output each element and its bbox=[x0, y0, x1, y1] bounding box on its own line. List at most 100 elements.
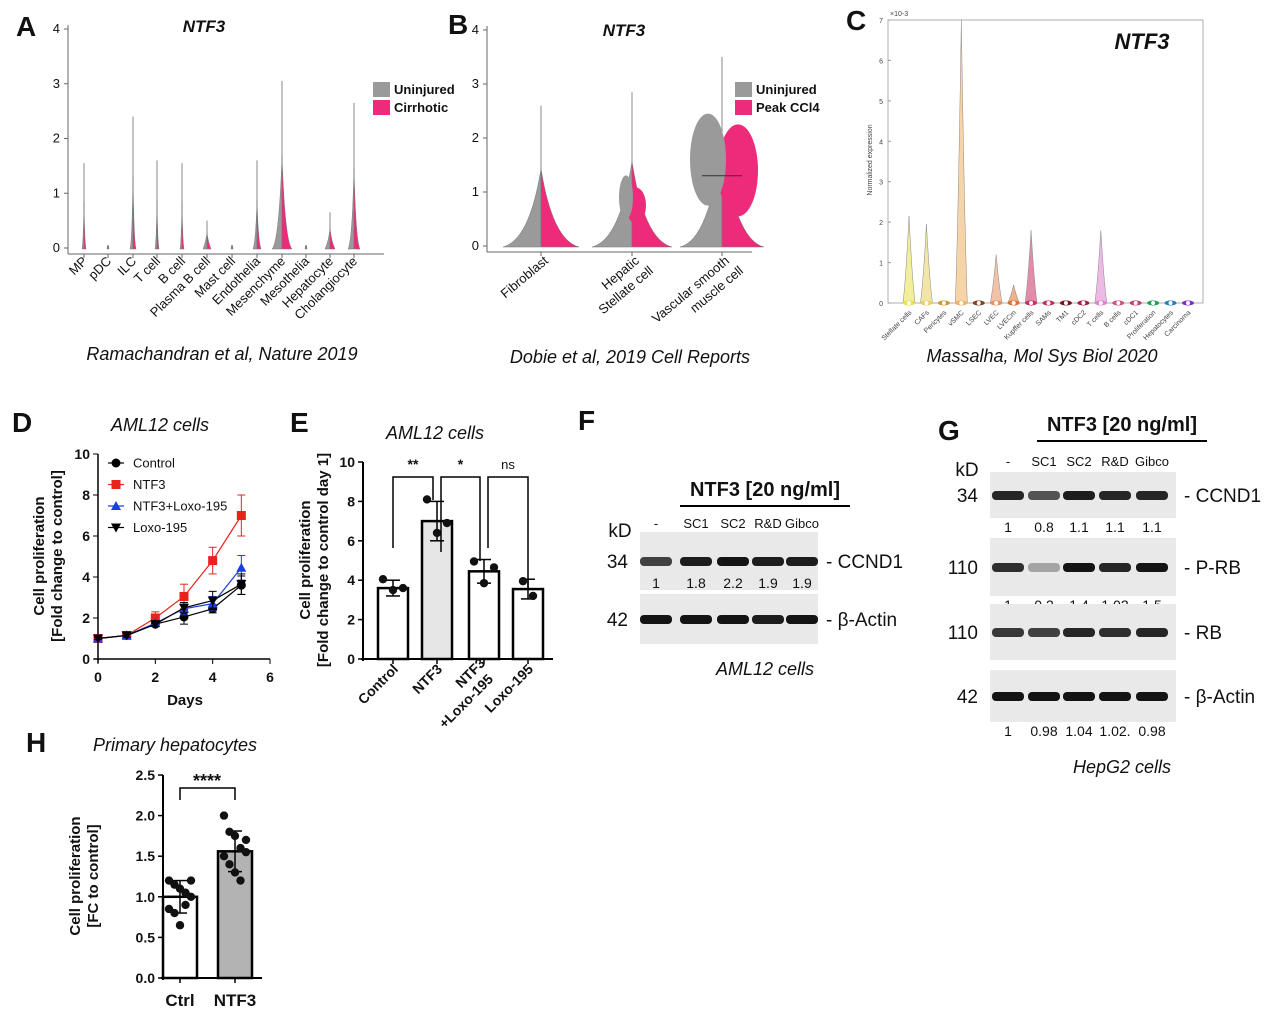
panel-h-data-point bbox=[230, 831, 240, 841]
panel-c-violin bbox=[1094, 230, 1108, 304]
panel-a-violin-injured bbox=[329, 228, 336, 250]
legend-label: NTF3 bbox=[133, 477, 166, 492]
panel-d-x-tick-label: 6 bbox=[266, 669, 274, 685]
panel-g-kd-label: kD bbox=[955, 460, 978, 481]
panel-letter-h: H bbox=[26, 727, 46, 758]
panel-b-y-tick-label: 4 bbox=[472, 22, 479, 37]
panel-h-data-point bbox=[236, 876, 245, 885]
panel-e-data-point bbox=[422, 495, 432, 504]
panel-g-kd-marker: 34 bbox=[957, 486, 979, 507]
panel-h-y-tick-label: 2.0 bbox=[136, 808, 156, 824]
panel-g-caption: HepG2 cells bbox=[1073, 757, 1171, 777]
panel-b-y-tick-label: 2 bbox=[472, 130, 479, 145]
panel-e-data-point bbox=[442, 518, 452, 528]
panel-g-band bbox=[1099, 491, 1131, 500]
panel-a-caption: Ramachandran et al, Nature 2019 bbox=[86, 344, 357, 364]
panel-f-quantification: 1 bbox=[652, 575, 660, 591]
panel-c-x-label: LSEC bbox=[965, 309, 983, 327]
panel-g-band bbox=[1099, 692, 1131, 701]
panel-g-quantification: 1 bbox=[1004, 519, 1012, 535]
panel-d-y-tick-label: 0 bbox=[82, 651, 90, 667]
panel-h-data-point bbox=[225, 860, 234, 869]
panel-f-lane-label: SC1 bbox=[683, 516, 708, 531]
panel-f-band bbox=[717, 557, 749, 566]
legend-label-uninjured: Uninjured bbox=[756, 82, 817, 97]
panel-e-data-point bbox=[489, 563, 499, 572]
panel-letter-a: A bbox=[16, 11, 36, 42]
panel-c-median-dot bbox=[1081, 301, 1086, 305]
legend-swatch-peak-ccl4 bbox=[735, 100, 752, 115]
panel-g-lane-label: SC2 bbox=[1066, 454, 1091, 469]
panel-h-x-label: Ctrl bbox=[165, 991, 194, 1010]
panel-g-band bbox=[1099, 628, 1131, 637]
panel-e-bar bbox=[376, 586, 410, 661]
panel-g-lane-label: R&D bbox=[1101, 454, 1128, 469]
panel-d-loxo-195-point bbox=[93, 634, 103, 644]
panel-h-data-point bbox=[230, 868, 240, 877]
panel-e-y-tick-label: 10 bbox=[339, 454, 355, 470]
panel-f-protein-label: - β-Actin bbox=[826, 610, 897, 631]
panel-h-y-label: [FC to control] bbox=[85, 824, 102, 927]
panel-c-y-tick-label: 1 bbox=[879, 261, 883, 268]
panel-c-violin bbox=[989, 254, 1003, 304]
panel-d-ntf3-point bbox=[236, 511, 246, 520]
panel-c-median-dot bbox=[1029, 301, 1034, 305]
panel-e-significance-label: ns bbox=[501, 457, 515, 472]
panel-e-title: AML12 cells bbox=[385, 423, 484, 443]
panel-c-x-label: vSMC bbox=[947, 309, 965, 327]
panel-h-data-point bbox=[241, 847, 251, 857]
panel-a-violin-injured bbox=[83, 201, 87, 250]
panel-h-data-point bbox=[186, 892, 196, 901]
panel-d-x-tick-label: 2 bbox=[151, 669, 159, 685]
panel-a-violin-injured bbox=[305, 245, 308, 250]
legend-label: NTF3+Loxo-195 bbox=[133, 499, 227, 514]
legend-swatch-uninjured bbox=[735, 82, 752, 97]
panel-h-data-point bbox=[219, 852, 229, 861]
panel-c-median-dot bbox=[976, 301, 981, 305]
panel-f-band bbox=[680, 615, 712, 624]
panel-h-y-tick-label: 2.5 bbox=[136, 767, 156, 783]
panel-c-y-tick-label: 5 bbox=[879, 99, 883, 106]
panel-f-band bbox=[786, 615, 818, 624]
panel-g-quantification: 1.1 bbox=[1105, 519, 1125, 535]
panel-g-quantification: 1.02. bbox=[1099, 723, 1130, 739]
legend-label-uninjured: Uninjured bbox=[394, 82, 455, 97]
panel-d-title: AML12 cells bbox=[110, 415, 209, 435]
panel-a-violin-uninjured bbox=[271, 156, 283, 250]
panel-h-title: Primary hepatocytes bbox=[93, 735, 257, 755]
panel-c-y-tick-label: 0 bbox=[879, 301, 883, 308]
panel-a-violin-injured bbox=[132, 175, 137, 250]
panel-g-band bbox=[1099, 563, 1131, 572]
panel-c-caption: Massalha, Mol Sys Biol 2020 bbox=[926, 346, 1157, 366]
panel-e-data-point bbox=[479, 578, 489, 588]
panel-c-median-dot bbox=[941, 301, 946, 305]
panel-g-treatment-label: NTF3 [20 ng/ml] bbox=[1047, 414, 1197, 436]
panel-a-violin-injured bbox=[353, 168, 361, 250]
panel-c-y-tick-label: 3 bbox=[879, 180, 883, 187]
panel-b-caption: Dobie et al, 2019 Cell Reports bbox=[510, 347, 750, 367]
panel-e-y-label: [Fold change to control day 1] bbox=[315, 453, 332, 667]
panel-h-data-point bbox=[181, 900, 190, 910]
legend-label-peak-ccl4: Peak CCl4 bbox=[756, 100, 820, 115]
panel-g-kd-marker: 110 bbox=[948, 558, 978, 579]
panel-a-y-tick-label: 3 bbox=[53, 76, 60, 91]
panel-c-median-dot bbox=[1133, 301, 1138, 305]
panel-a-violin-injured bbox=[231, 245, 234, 250]
panel-c-y-label: Normalized expression bbox=[867, 124, 874, 195]
panel-h-data-point bbox=[175, 921, 185, 930]
legend-swatch-cirrhotic bbox=[373, 100, 390, 115]
panel-f-band bbox=[640, 557, 672, 566]
legend-label-cirrhotic: Cirrhotic bbox=[394, 100, 448, 115]
panel-a-violin-injured bbox=[206, 232, 212, 250]
panel-g-quantification: 0.8 bbox=[1034, 519, 1054, 535]
panel-b-violin-bulge bbox=[718, 124, 758, 217]
panel-b-violin-uninjured bbox=[502, 168, 542, 248]
panel-h-significance-bracket bbox=[179, 787, 236, 800]
panel-d-ntf3-point bbox=[150, 613, 160, 623]
panel-e-x-label: Control bbox=[355, 661, 402, 708]
panel-h-x-label: NTF3 bbox=[214, 991, 257, 1010]
panel-c-median-dot bbox=[1011, 301, 1016, 305]
panel-h-y-label: Cell proliferation bbox=[67, 816, 84, 935]
panel-g-quantification: 1.1 bbox=[1069, 519, 1089, 535]
panel-h-y-tick-label: 0.5 bbox=[136, 929, 156, 945]
